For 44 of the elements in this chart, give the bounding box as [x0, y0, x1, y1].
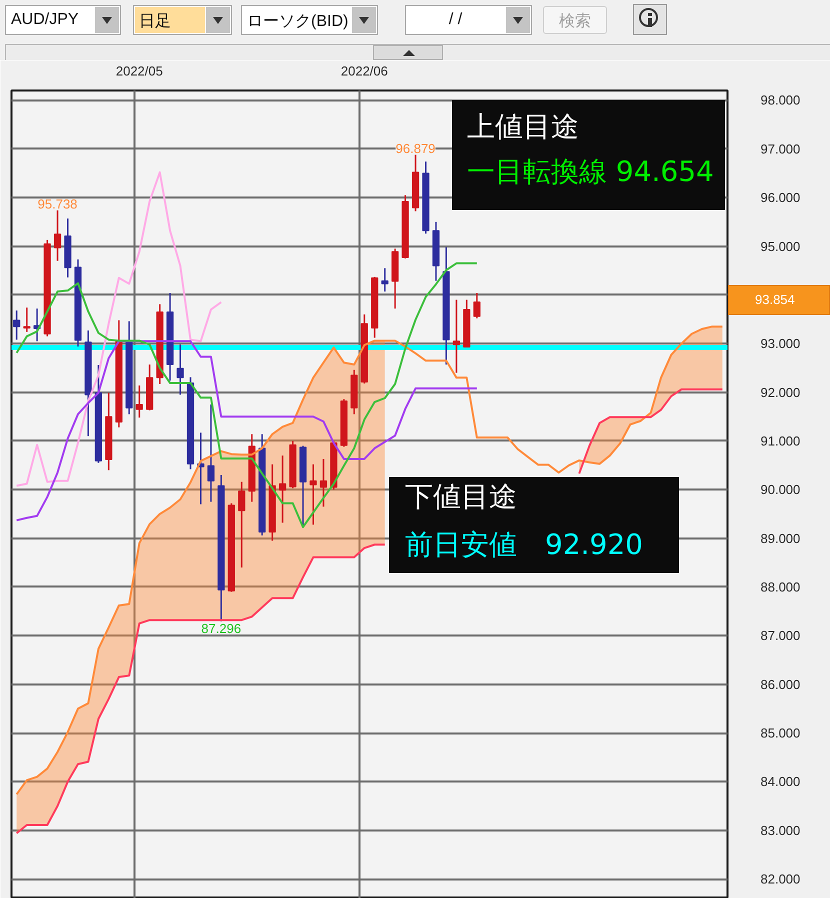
candlestick	[381, 267, 388, 292]
text: 検索	[558, 12, 592, 32]
y-tick-label: 89.000	[760, 530, 800, 546]
annotation: 前日安値 92.920	[405, 528, 643, 561]
annotation: 一目転換線 94.654	[467, 155, 714, 188]
candlestick	[54, 210, 62, 262]
x-tick-label: 2022/05	[116, 64, 163, 78]
candlestick	[136, 384, 143, 418]
candlestick	[452, 299, 460, 374]
candlestick	[207, 404, 215, 503]
annotation: 96.879	[396, 140, 436, 156]
x-tick-label: 2022/06	[340, 64, 388, 78]
text: ローソク(BID)	[247, 12, 348, 32]
chart-title: AUD/JPY	[11, 11, 80, 29]
y-tick-label: 87.000	[760, 628, 800, 644]
candlestick	[238, 481, 246, 568]
annotation: 下値目途	[405, 480, 517, 513]
annotation: 上値目途	[467, 110, 579, 143]
chart-subtitle: 日足	[139, 12, 172, 32]
y-tick-label: 92.000	[760, 384, 800, 400]
y-tick-label: 90.000	[760, 482, 800, 498]
y-tick-label: 82.000	[760, 872, 800, 887]
candlestick	[278, 454, 286, 524]
y-tick-label: 93.000	[760, 336, 800, 352]
y-tick-label: 88.000	[760, 579, 800, 594]
y-tick-label: 91.000	[760, 433, 800, 448]
y-tick-label: 83.000	[760, 822, 800, 838]
y-tick-label: 96.000	[760, 190, 800, 206]
candlestick	[13, 310, 20, 340]
y-tick-label: 95.000	[760, 238, 800, 254]
y-tick-label: 97.000	[760, 141, 800, 156]
text: / /	[448, 11, 464, 29]
candlestick	[473, 292, 480, 320]
y-tick-label: 98.000	[760, 92, 800, 108]
candlestick	[310, 464, 317, 526]
annotation: 95.738	[38, 196, 78, 212]
y-tick-label: 86.000	[760, 676, 800, 692]
y-tick-label: 84.000	[760, 774, 800, 790]
candlestick	[320, 458, 328, 508]
y-tick-label: 85.000	[760, 726, 800, 741]
annotation: 87.296	[201, 621, 242, 636]
candlestick	[176, 344, 184, 396]
text: 93.854	[728, 285, 830, 315]
candlestick	[23, 306, 30, 333]
